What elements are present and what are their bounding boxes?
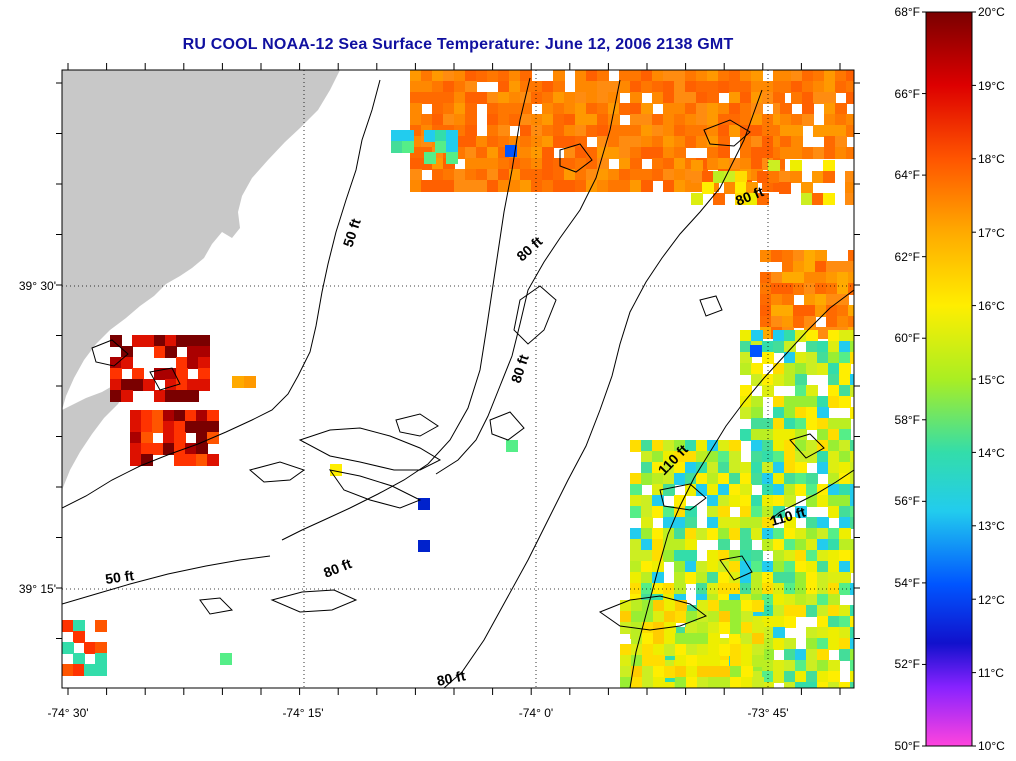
colorbar-c-label: 12°C [978, 593, 1005, 607]
lon-label: -74° 15' [282, 706, 323, 720]
axis-ticks [56, 63, 860, 695]
colorbar-scale [925, 11, 973, 747]
land-mass [62, 70, 340, 410]
bathymetry-contours [62, 77, 854, 688]
colorbar-f-label: 60°F [895, 331, 920, 345]
colorbar-c-label: 18°C [978, 152, 1005, 166]
colorbar-c-label: 15°C [978, 373, 1005, 387]
lat-label: 39° 15' [19, 582, 56, 596]
contour-50ft [62, 79, 381, 509]
colorbar-celsius-labels: 20°C 19°C 18°C 17°C 16°C 15°C 14°C 13°C … [978, 5, 1005, 753]
colorbar-f-label: 64°F [895, 168, 920, 182]
sst-data-layer [62, 70, 854, 688]
colorbar-c-label: 11°C [978, 666, 1004, 680]
contour-label: 50 ft [104, 567, 135, 587]
contour-80ft-c [443, 89, 763, 688]
colorbar-ticks [922, 11, 976, 747]
land-mass-south [62, 384, 128, 490]
contour-50ft-south [62, 555, 271, 605]
colorbar-c-label: 16°C [978, 299, 1005, 313]
map-title: RU COOL NOAA-12 Sea Surface Temperature:… [182, 36, 734, 53]
colorbar-c-label: 10°C [978, 739, 1005, 753]
colorbar-fahrenheit-labels: 68°F 66°F 64°F 62°F 60°F 58°F 56°F 54°F … [895, 5, 920, 753]
colorbar-c-label: 19°C [978, 79, 1005, 93]
colorbar-c-label: 13°C [978, 519, 1005, 533]
colorbar-c-label: 17°C [978, 226, 1005, 240]
colorbar-f-label: 56°F [895, 494, 920, 508]
contour-110ft [629, 289, 854, 688]
contour-110ft-b [769, 469, 854, 521]
colorbar-f-label: 66°F [895, 87, 920, 101]
contour-label: 80 ft [435, 667, 467, 689]
colorbar-c-label: 14°C [978, 446, 1005, 460]
colorbar-f-label: 58°F [895, 413, 920, 427]
graticule [62, 70, 854, 688]
contour-80ft-a [281, 77, 531, 541]
lat-label: 39° 30' [19, 279, 56, 293]
colorbar-f-label: 52°F [895, 657, 920, 671]
colorbar: 68°F 66°F 64°F 62°F 60°F 58°F 56°F 54°F … [895, 5, 1006, 753]
colorbar-f-label: 50°F [895, 739, 920, 753]
contour-80ft-b [435, 79, 621, 475]
colorbar-f-label: 68°F [895, 5, 920, 19]
lon-label: -73° 45' [747, 706, 788, 720]
plot-frame [61, 69, 855, 689]
lon-label: -74° 30' [47, 706, 88, 720]
colorbar-f-label: 54°F [895, 576, 920, 590]
colorbar-c-label: 20°C [978, 5, 1005, 19]
colorbar-f-label: 62°F [895, 250, 920, 264]
lon-label: -74° 0' [519, 706, 553, 720]
